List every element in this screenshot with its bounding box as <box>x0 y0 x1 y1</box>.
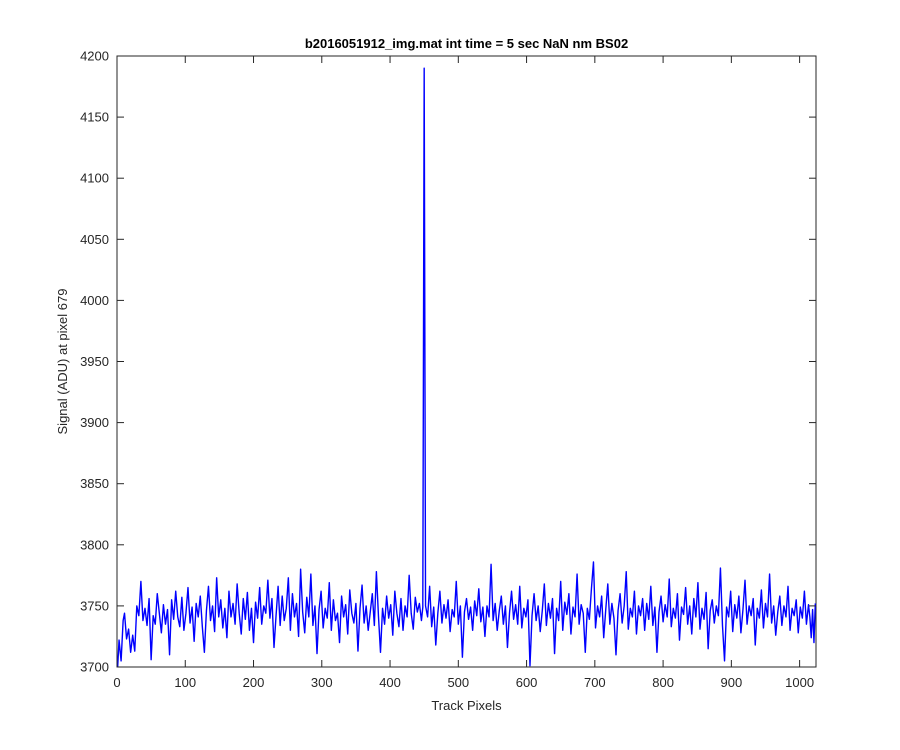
y-axis-label: Signal (ADU) at pixel 679 <box>55 289 70 435</box>
y-tick-label: 3700 <box>80 660 109 675</box>
y-tick-label: 3850 <box>80 476 109 491</box>
y-tick-label: 3900 <box>80 415 109 430</box>
x-tick-label: 1000 <box>785 675 814 690</box>
x-tick-label: 100 <box>174 675 196 690</box>
y-tick-label: 4200 <box>80 49 109 64</box>
x-tick-label: 0 <box>113 675 120 690</box>
x-tick-label: 600 <box>516 675 538 690</box>
x-tick-label: 700 <box>584 675 606 690</box>
x-tick-label: 500 <box>447 675 469 690</box>
x-tick-label: 400 <box>379 675 401 690</box>
x-axis-label: Track Pixels <box>431 698 502 713</box>
x-tick-label: 800 <box>652 675 674 690</box>
series-layer <box>116 67 817 668</box>
y-tick-label: 4050 <box>80 232 109 247</box>
y-tick-label: 3950 <box>80 354 109 369</box>
y-tick-label: 3800 <box>80 537 109 552</box>
y-tick-label: 4100 <box>80 171 109 186</box>
series-line-1 <box>116 67 817 668</box>
axes-box <box>116 55 817 668</box>
plot-area: 0 100 200 300 400 500 600 700 800 900 1000 3700 375… <box>80 49 817 690</box>
y-axis: 3700 3750 3800 3850 3900 3950 4000 4050 4100 4150… <box>80 49 816 675</box>
chart-title: b2016051912_img.mat int time = 5 sec NaN… <box>305 36 628 51</box>
x-tick-label: 900 <box>721 675 743 690</box>
x-tick-label: 200 <box>243 675 265 690</box>
y-tick-label: 4000 <box>80 293 109 308</box>
y-tick-label: 3750 <box>80 598 109 613</box>
x-tick-label: 300 <box>311 675 333 690</box>
y-tick-label: 4150 <box>80 110 109 125</box>
x-axis: 0 100 200 300 400 500 600 700 800 900 1000 <box>113 56 814 690</box>
